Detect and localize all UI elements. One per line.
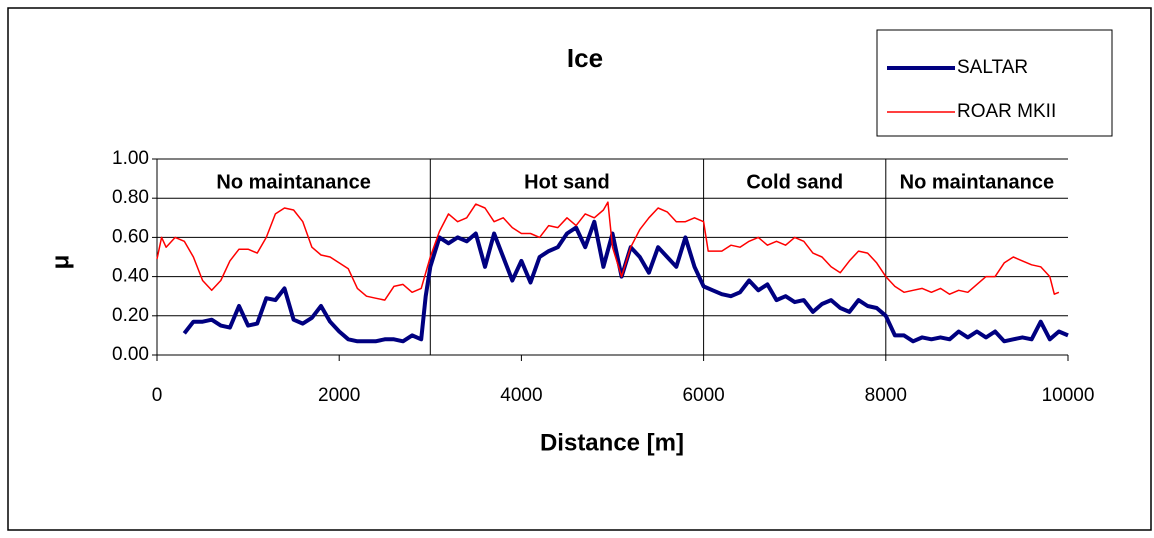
y-tick-label: 0.20: [112, 305, 149, 326]
region-label: No maintanance: [216, 171, 370, 193]
y-tick-label: 1.00: [112, 148, 149, 169]
chart-title: Ice: [567, 43, 603, 73]
y-tick-label: 0.80: [112, 187, 149, 208]
y-tick-label: 0.60: [112, 226, 149, 247]
x-tick-label: 8000: [865, 385, 907, 406]
x-tick-label: 2000: [318, 385, 360, 406]
x-tick-label: 0: [152, 385, 163, 406]
y-tick-label: 0.40: [112, 266, 149, 287]
legend-label: ROAR MKII: [957, 101, 1056, 122]
y-axis-label: μ: [47, 255, 74, 270]
x-tick-label: 6000: [682, 385, 724, 406]
region-label: Cold sand: [746, 171, 843, 193]
x-tick-label: 4000: [500, 385, 542, 406]
region-label: No maintanance: [900, 171, 1054, 193]
region-label: Hot sand: [524, 171, 610, 193]
x-tick-label: 10000: [1042, 385, 1095, 406]
legend-box: [876, 29, 1113, 137]
series-line: [156, 201, 1060, 301]
legend-label: SALTAR: [957, 57, 1028, 78]
x-axis-label: Distance [m]: [540, 429, 684, 456]
y-tick-label: 0.00: [112, 344, 149, 365]
